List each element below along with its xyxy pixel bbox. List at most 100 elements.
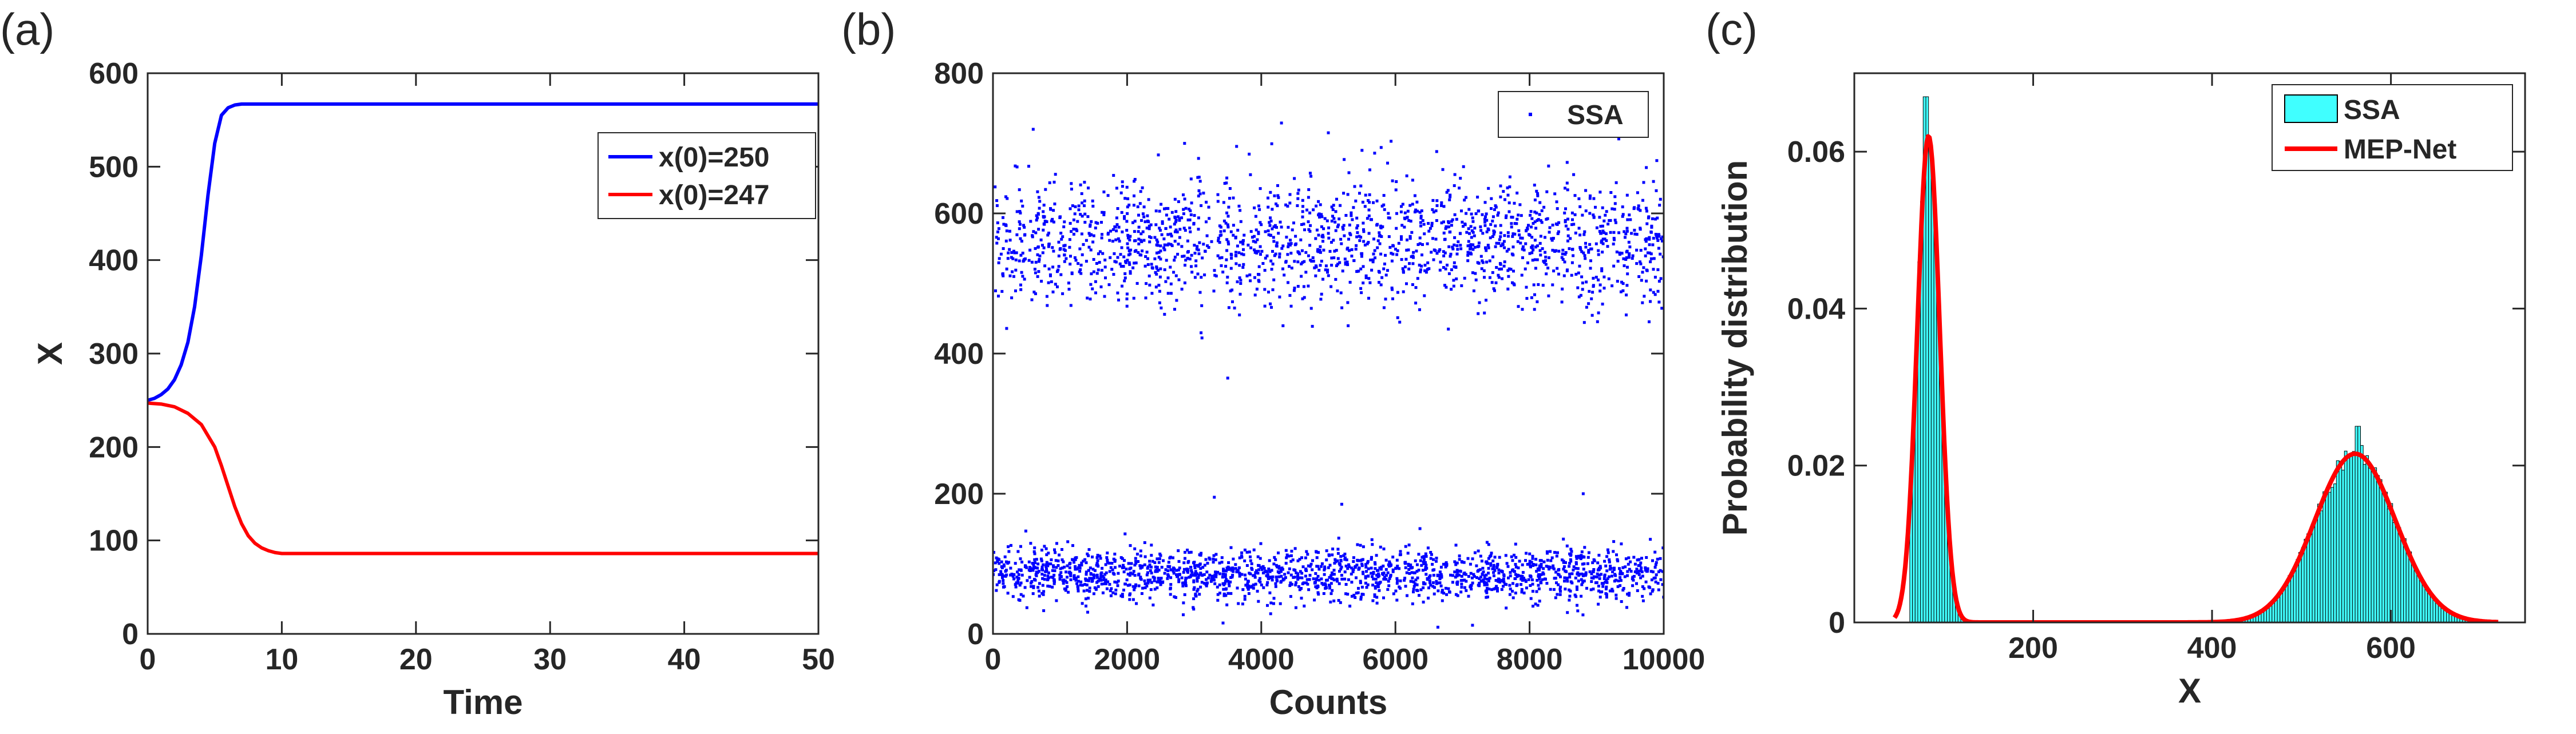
scatter-point [1396, 249, 1399, 252]
scatter-point [1334, 210, 1338, 213]
scatter-point [1367, 241, 1370, 244]
scatter-point [1546, 558, 1549, 562]
scatter-point [1652, 236, 1655, 240]
scatter-point [1053, 569, 1056, 573]
scatter-point [1106, 561, 1109, 564]
scatter-point [1435, 199, 1439, 203]
scatter-point [1617, 231, 1621, 235]
scatter-point [1475, 564, 1478, 568]
scatter-point [1585, 280, 1588, 284]
scatter-point [1402, 290, 1405, 293]
scatter-point [1106, 194, 1110, 197]
scatter-point [1176, 252, 1180, 256]
scatter-point [1286, 204, 1289, 208]
scatter-point [1157, 569, 1161, 572]
scatter-point [1277, 571, 1281, 574]
scatter-point [1071, 544, 1074, 547]
scatter-point [1580, 578, 1583, 581]
scatter-point [1157, 153, 1160, 157]
scatter-point [1303, 228, 1306, 232]
scatter-point [1354, 199, 1358, 203]
scatter-point [1492, 574, 1495, 577]
scatter-point [1172, 271, 1176, 274]
scatter-point [1362, 572, 1365, 576]
scatter-point [1639, 227, 1642, 230]
scatter-point [1572, 173, 1576, 176]
scatter-point [1496, 213, 1499, 217]
scatter-point [1321, 240, 1324, 243]
scatter-point [1008, 239, 1012, 242]
scatter-point [1305, 578, 1309, 581]
scatter-point [1052, 249, 1055, 253]
scatter-point [1590, 314, 1594, 317]
scatter-point [1329, 600, 1332, 604]
scatter-point [1661, 583, 1664, 586]
scatter-point [1194, 592, 1197, 596]
scatter-point [1241, 265, 1245, 269]
scatter-point [1467, 594, 1470, 598]
scatter-point [1063, 244, 1067, 247]
scatter-point [1173, 240, 1177, 243]
scatter-point [1609, 231, 1612, 234]
scatter-point [1649, 257, 1653, 260]
scatter-point [1216, 254, 1220, 257]
scatter-point [1370, 538, 1374, 541]
scatter-point [1117, 572, 1120, 575]
scatter-point [1126, 573, 1130, 576]
scatter-point [1376, 585, 1380, 589]
scatter-point [1456, 580, 1459, 584]
scatter-point [1142, 205, 1146, 209]
scatter-point [1169, 265, 1172, 269]
scatter-point [1052, 180, 1056, 184]
scatter-point [1041, 244, 1044, 247]
scatter-point [1640, 279, 1643, 282]
scatter-point [1037, 589, 1040, 593]
scatter-point [1642, 266, 1645, 269]
scatter-point [1271, 208, 1274, 211]
scatter-point [1307, 254, 1310, 257]
scatter-point [1327, 131, 1330, 134]
scatter-point [1193, 244, 1196, 247]
scatter-point [1504, 554, 1507, 557]
scatter-point [1430, 553, 1433, 556]
scatter-point [1052, 579, 1056, 582]
scatter-point [1483, 311, 1486, 315]
scatter-point [1226, 225, 1230, 229]
scatter-point [1649, 592, 1652, 596]
scatter-point [1639, 576, 1643, 580]
scatter-point [1088, 590, 1091, 593]
x-tick-label: 10000 [1623, 643, 1706, 676]
scatter-point [1469, 247, 1471, 251]
scatter-point [1228, 584, 1231, 588]
scatter-point [1019, 237, 1022, 240]
scatter-point [1167, 561, 1170, 564]
scatter-point [1568, 572, 1572, 576]
scatter-point [1598, 216, 1601, 219]
scatter-point [1071, 558, 1074, 561]
scatter-point [1047, 571, 1050, 574]
scatter-point [1570, 572, 1574, 576]
scatter-point [1281, 244, 1285, 248]
scatter-point [1093, 576, 1096, 580]
scatter-point [1605, 569, 1609, 573]
scatter-point [1521, 308, 1524, 311]
scatter-point [1470, 212, 1473, 216]
scatter-point [1158, 557, 1161, 561]
scatter-point [1637, 573, 1641, 576]
scatter-point [1293, 177, 1296, 180]
scatter-point [1291, 228, 1294, 232]
scatter-point [1168, 217, 1171, 221]
scatter-point [1449, 255, 1452, 258]
scatter-point [998, 562, 1001, 565]
scatter-point [1153, 236, 1157, 239]
scatter-point [1370, 572, 1373, 575]
scatter-point [1321, 583, 1325, 586]
scatter-point [1120, 246, 1123, 249]
scatter-point [1212, 554, 1216, 557]
legend-swatch [1529, 113, 1532, 116]
scatter-point [1090, 577, 1093, 580]
scatter-point [1627, 240, 1631, 244]
scatter-point [1649, 230, 1653, 233]
scatter-point [1017, 573, 1020, 576]
scatter-point [1289, 239, 1292, 242]
